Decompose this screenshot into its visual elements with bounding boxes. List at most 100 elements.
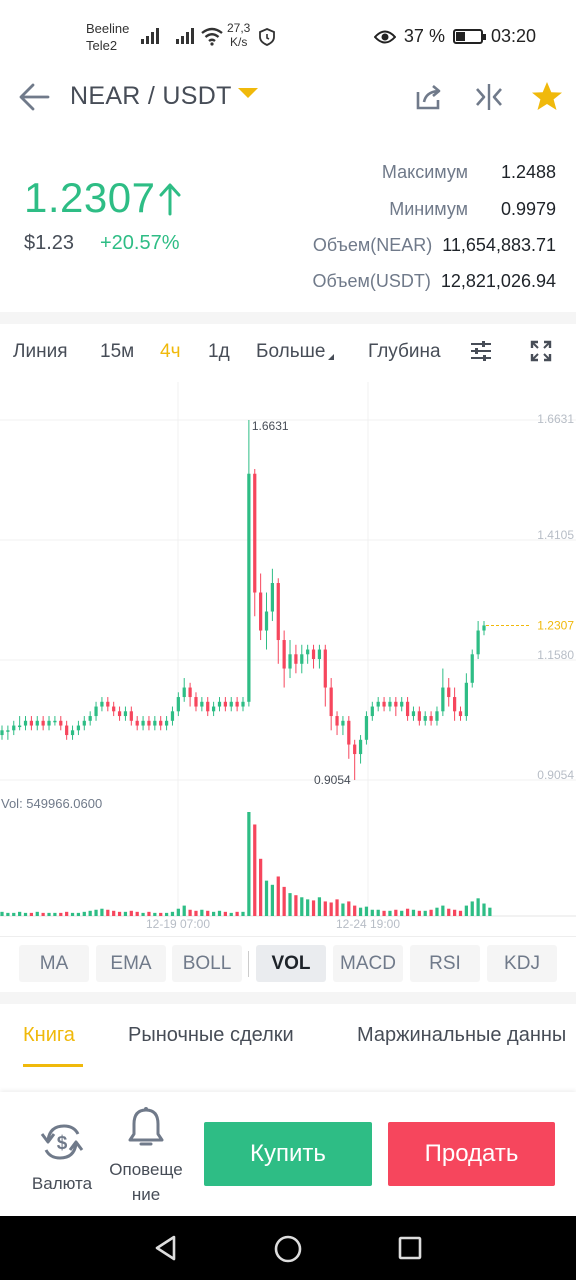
candle <box>211 706 216 712</box>
indicator-ema[interactable]: EMA <box>96 945 166 982</box>
candle <box>288 654 292 669</box>
share-icon[interactable] <box>412 80 446 114</box>
candle <box>117 711 122 717</box>
candle <box>206 701 210 712</box>
volume-bar <box>65 911 69 916</box>
tab-1d[interactable]: 1д <box>208 341 230 362</box>
chart-canvas[interactable]: 1.6631 1.4105 1.1580 0.9054 1.6631 0.9054 1.23… <box>0 382 576 934</box>
candle <box>294 654 298 664</box>
tab-line[interactable]: Линия <box>13 341 68 362</box>
indicator-rsi[interactable]: RSI <box>410 945 480 982</box>
status-right: 37 % 03:20 <box>373 26 536 47</box>
pair-selector[interactable]: NEAR / USDT <box>70 82 258 111</box>
volume-bar <box>247 812 251 916</box>
indicator-vol[interactable]: VOL <box>256 945 326 982</box>
action-bar: $ Валюта Оповеще ние Купить Продать <box>0 1092 576 1216</box>
tab-4h[interactable]: 4ч <box>160 341 181 362</box>
candle <box>82 720 86 726</box>
volume-bar <box>441 905 445 916</box>
volume-bar <box>259 858 263 916</box>
indicator-boll[interactable]: BOLL <box>172 945 242 982</box>
pair-header: NEAR / USDT <box>0 72 576 124</box>
shield-icon <box>259 28 275 46</box>
volume-bar <box>405 908 410 916</box>
candle <box>170 711 175 721</box>
change-percent: +20.57% <box>100 232 180 254</box>
candle <box>65 725 69 736</box>
candle <box>435 711 439 721</box>
candle <box>417 711 421 721</box>
candle <box>41 720 45 726</box>
volume-label: Vol: 549966.0600 <box>1 796 102 811</box>
volume-bar <box>464 905 468 916</box>
volume-bar <box>411 909 416 916</box>
volume-bar <box>253 824 257 916</box>
candle <box>376 701 380 707</box>
volume-bar <box>241 911 245 916</box>
nav-home-icon[interactable] <box>273 1234 303 1264</box>
tab-order-book[interactable]: Книга <box>23 1024 75 1046</box>
volume-bar <box>41 912 45 916</box>
candle <box>182 687 186 698</box>
volume-bar <box>6 912 10 916</box>
volume-bar <box>347 901 351 916</box>
market-data-tabs: Книга Рыночные сделки Маржинальные данны <box>0 1004 576 1090</box>
candle <box>470 654 474 683</box>
sell-button[interactable]: Продать <box>388 1122 555 1186</box>
volume-bar <box>435 907 439 916</box>
volume-bar <box>482 903 486 916</box>
fullscreen-icon[interactable] <box>530 340 552 362</box>
candle <box>194 697 198 707</box>
volume-bar <box>23 912 28 916</box>
volume-bar <box>47 912 51 916</box>
candle <box>447 687 451 698</box>
candle <box>370 706 374 717</box>
buy-button[interactable]: Купить <box>204 1122 372 1186</box>
back-arrow-icon[interactable] <box>18 80 52 114</box>
volume-bar <box>429 909 433 916</box>
nav-back-icon[interactable] <box>152 1234 180 1262</box>
candle <box>264 611 269 631</box>
candle <box>70 730 75 736</box>
candle <box>135 720 139 726</box>
y-axis-label: 1.4105 <box>537 528 574 542</box>
indicator-kdj[interactable]: KDJ <box>487 945 557 982</box>
y-axis-label: 1.1580 <box>537 648 574 662</box>
favorite-star-icon[interactable] <box>530 80 564 114</box>
tab-more[interactable]: Больше <box>256 341 335 363</box>
candle <box>94 706 98 717</box>
volume-bar <box>100 908 104 916</box>
tab-market-trades[interactable]: Рыночные сделки <box>128 1024 294 1046</box>
candle <box>482 625 486 631</box>
alerts-button[interactable]: Оповеще ние <box>104 1106 188 1207</box>
candle <box>329 687 333 717</box>
tab-margin-data[interactable]: Маржинальные данны <box>357 1024 567 1046</box>
candle <box>405 701 410 717</box>
tab-depth[interactable]: Глубина <box>368 341 441 362</box>
compare-icon[interactable] <box>472 80 506 114</box>
wifi-icon <box>201 27 223 46</box>
candle <box>100 701 104 707</box>
volume-bar <box>282 886 286 916</box>
volume-bar <box>400 910 404 916</box>
candle <box>347 720 351 745</box>
indicator-macd[interactable]: MACD <box>333 945 403 982</box>
chevron-down-icon <box>237 88 258 98</box>
last-price: 1.2307 <box>24 174 156 221</box>
volume-bar <box>229 912 233 916</box>
indicator-ma[interactable]: MA <box>19 945 89 982</box>
system-nav-bar <box>0 1216 576 1280</box>
candle <box>270 583 275 612</box>
candle <box>259 592 263 631</box>
candle <box>411 711 416 717</box>
candle <box>217 701 222 707</box>
volume-bar <box>176 908 180 916</box>
nav-recents-icon[interactable] <box>397 1235 423 1261</box>
candlestick-chart[interactable]: 1.6631 1.4105 1.1580 0.9054 1.6631 0.9054 1.23… <box>0 382 576 934</box>
settings-sliders-icon[interactable] <box>469 339 493 363</box>
candle <box>400 701 404 707</box>
candle <box>106 701 110 707</box>
currency-button[interactable]: $ Валюта <box>24 1120 100 1196</box>
tab-15m[interactable]: 15м <box>100 341 135 362</box>
candle <box>452 697 457 712</box>
